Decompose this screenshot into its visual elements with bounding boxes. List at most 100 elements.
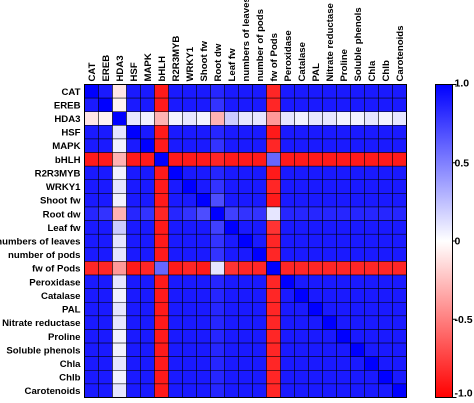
heatmap-cell-number-of-pods-pal [308, 247, 323, 262]
heatmap-cell-hsf-fw-of-pods [266, 125, 281, 140]
heatmap-cell-catalase-carotenoids [392, 288, 407, 303]
heatmap-cell-root-dw-hda3 [112, 206, 127, 221]
heatmap-cell-cat-root-dw [210, 84, 225, 99]
heatmap-cell-hsf-numbers-of-leaves [238, 125, 253, 140]
heatmap-cell-cat-hsf [126, 84, 141, 99]
heatmap-cell-chla-bhlh [154, 356, 169, 371]
heatmap-cell-peroxidase-chlb [378, 274, 393, 289]
heatmap-cell-chla-numbers-of-leaves [238, 356, 253, 371]
heatmap-cell-shoot-fw-bhlh [154, 193, 169, 208]
heatmap-cell-leaf-fw-shoot-fw [196, 220, 211, 235]
heatmap-cell-ereb-root-dw [210, 97, 225, 112]
heatmap-cell-fw-of-pods-hsf [126, 261, 141, 276]
heatmap-cell-chlb-proline [336, 370, 351, 385]
heatmap-cell-bhlh-proline [336, 152, 351, 167]
heatmap-cell-chlb-mapk [140, 370, 155, 385]
heatmap-cell-shoot-fw-hda3 [112, 193, 127, 208]
heatmap-cell-leaf-fw-hsf [126, 220, 141, 235]
x-label-chla: Chla [367, 60, 378, 81]
heatmap-cell-peroxidase-shoot-fw [196, 274, 211, 289]
heatmap-cell-chlb-nitrate-reductase [322, 370, 337, 385]
heatmap-cell-chlb-chlb [378, 370, 393, 385]
heatmap-cell-chlb-catalase [294, 370, 309, 385]
heatmap-cell-ereb-cat [84, 97, 99, 112]
heatmap-cell-soluble-phenols-number-of-pods [252, 342, 267, 357]
heatmap-cell-mapk-pal [308, 138, 323, 153]
heatmap-cell-numbers-of-leaves-bhlh [154, 233, 169, 249]
heatmap-cell-hda3-number-of-pods [252, 111, 267, 126]
heatmap-cell-nitrate-reductase-catalase [294, 315, 309, 330]
heatmap-cell-number-of-pods-r2r3myb [168, 247, 183, 262]
heatmap-cell-shoot-fw-root-dw [210, 193, 225, 208]
colorbar-tick-label: 1.0 [455, 78, 470, 90]
heatmap-cell-hda3-shoot-fw [196, 111, 211, 126]
y-label-soluble-phenols: Soluble phenols [6, 345, 80, 356]
heatmap-cell-hsf-hsf [126, 125, 141, 140]
heatmap-cell-chla-hsf [126, 356, 141, 371]
heatmap-cell-cat-pal [308, 84, 323, 99]
heatmap-cell-bhlh-hsf [126, 152, 141, 167]
heatmap-cell-r2r3myb-catalase [294, 165, 309, 181]
heatmap-cell-number-of-pods-mapk [140, 247, 155, 262]
heatmap-cell-leaf-fw-catalase [294, 220, 309, 235]
heatmap-cell-fw-of-pods-r2r3myb [168, 261, 183, 276]
y-label-proline: Proline [48, 332, 81, 343]
heatmap-cell-soluble-phenols-mapk [140, 342, 155, 357]
heatmap-cell-wrky1-peroxidase [280, 179, 295, 194]
heatmap-cell-carotenoids-nitrate-reductase [322, 383, 337, 398]
heatmap-cell-numbers-of-leaves-chlb [378, 233, 393, 249]
heatmap-cell-wrky1-chlb [378, 179, 393, 194]
heatmap-cell-numbers-of-leaves-peroxidase [280, 233, 295, 249]
heatmap-cell-leaf-fw-ereb [98, 220, 113, 235]
heatmap-cell-hda3-nitrate-reductase [322, 111, 337, 126]
heatmap-cell-root-dw-mapk [140, 206, 155, 221]
heatmap-cell-soluble-phenols-peroxidase [280, 342, 295, 357]
heatmap-cell-leaf-fw-mapk [140, 220, 155, 235]
heatmap-cell-catalase-wrky1 [182, 288, 197, 303]
heatmap-cell-numbers-of-leaves-r2r3myb [168, 233, 183, 249]
heatmap-cell-chla-peroxidase [280, 356, 295, 371]
heatmap-cell-number-of-pods-shoot-fw [196, 247, 211, 262]
heatmap-cell-cat-wrky1 [182, 84, 197, 99]
heatmap-cell-leaf-fw-wrky1 [182, 220, 197, 235]
heatmap-cell-chlb-carotenoids [392, 370, 407, 385]
heatmap-cell-numbers-of-leaves-shoot-fw [196, 233, 211, 249]
heatmap-cell-chla-proline [336, 356, 351, 371]
colorbar-gradient [435, 84, 453, 398]
heatmap-cell-r2r3myb-nitrate-reductase [322, 165, 337, 181]
heatmap-cell-hsf-chla [364, 125, 379, 140]
heatmap-cell-wrky1-shoot-fw [196, 179, 211, 194]
heatmap-cell-r2r3myb-r2r3myb [168, 165, 183, 181]
x-label-numbers-of-leaves: numbers of leaves [241, 0, 252, 82]
heatmap-cell-numbers-of-leaves-proline [336, 233, 351, 249]
heatmap-cell-chla-r2r3myb [168, 356, 183, 371]
heatmap-cell-soluble-phenols-catalase [294, 342, 309, 357]
heatmap-cell-proline-bhlh [154, 329, 169, 344]
heatmap-cell-nitrate-reductase-mapk [140, 315, 155, 330]
heatmap-cell-ereb-catalase [294, 97, 309, 112]
heatmap-cell-numbers-of-leaves-wrky1 [182, 233, 197, 249]
heatmap-cell-numbers-of-leaves-soluble-phenols [350, 233, 365, 249]
heatmap-cell-chlb-chla [364, 370, 379, 385]
y-axis-labels: CAT EREB HDA3 HSF MAPK bHLH R2R3MYB WRKY1 Shoot … [0, 87, 81, 397]
heatmap-cell-cat-mapk [140, 84, 155, 99]
y-label-numbers-of-leaves: numbers of leaves [0, 237, 81, 248]
heatmap-cell-pal-r2r3myb [168, 301, 183, 317]
heatmap-cell-soluble-phenols-numbers-of-leaves [238, 342, 253, 357]
heatmap-cell-r2r3myb-ereb [98, 165, 113, 181]
heatmap-frame [84, 84, 407, 398]
heatmap-cell-shoot-fw-r2r3myb [168, 193, 183, 208]
heatmap-cell-mapk-bhlh [154, 138, 169, 153]
heatmap-cell-hda3-soluble-phenols [350, 111, 365, 126]
heatmap-cell-nitrate-reductase-bhlh [154, 315, 169, 330]
heatmap-cell-hda3-peroxidase [280, 111, 295, 126]
heatmap-cell-nitrate-reductase-number-of-pods [252, 315, 267, 330]
heatmap-cell-hda3-mapk [140, 111, 155, 126]
heatmap-cell-r2r3myb-shoot-fw [196, 165, 211, 181]
heatmap-cell-hda3-chlb [378, 111, 393, 126]
heatmap-cell-root-dw-shoot-fw [196, 206, 211, 221]
heatmap-cell-chlb-r2r3myb [168, 370, 183, 385]
heatmap-cell-proline-fw-of-pods [266, 329, 281, 344]
heatmap-cell-bhlh-mapk [140, 152, 155, 167]
x-label-hda3: HDA3 [115, 55, 126, 81]
